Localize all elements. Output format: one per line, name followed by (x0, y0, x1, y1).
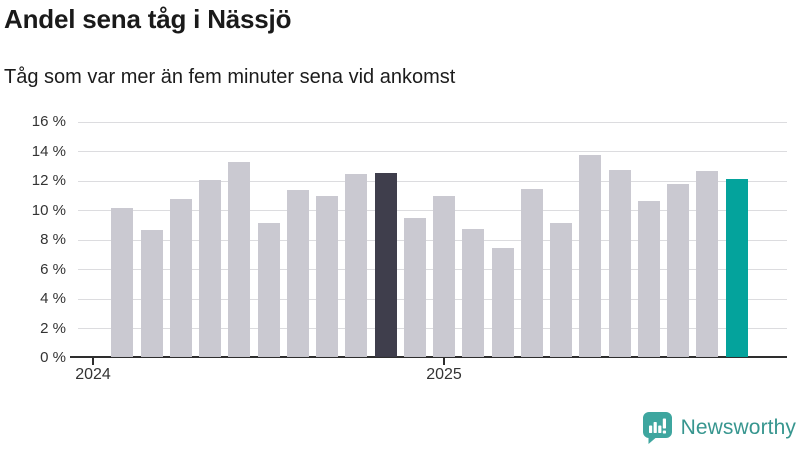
bar-2025-08 (637, 200, 660, 357)
bar-2025-01 (433, 196, 455, 357)
bar-2024-12 (403, 218, 426, 357)
y-axis-tick-label: 4 % (40, 290, 66, 307)
bar-2024-02 (111, 208, 134, 357)
bar-2024-03 (140, 230, 163, 357)
newsworthy-logo-icon (642, 411, 673, 444)
y-axis: 16 % 14 % 12 % 10 % 8 % 6 % 4 % 2 % 0 % (0, 113, 66, 366)
bar-2025-04 (520, 188, 543, 357)
bar-2024-07 (257, 222, 280, 357)
x-axis-tick-label-2024: 2024 (75, 366, 111, 383)
bar-2024-04 (169, 199, 192, 357)
bar-2024-09 (316, 196, 338, 357)
gridline-16pct (78, 121, 787, 123)
bar-2025-09 (667, 184, 689, 357)
gridline-2pct (78, 328, 787, 329)
y-axis-tick-label: 0 % (40, 349, 66, 366)
y-axis-tick-label: 12 % (31, 172, 66, 189)
x-axis-line (70, 355, 787, 358)
plot-area: 2024 2025 (70, 121, 787, 383)
chart-title: Andel sena tåg i Nässjö (4, 4, 292, 34)
bar-2025-06 (579, 154, 602, 357)
bar-2025-11 (725, 178, 748, 357)
chart-subtitle: Tåg som var mer än fem minuter sena vid … (4, 66, 456, 88)
gridline-8pct (78, 239, 787, 241)
bar-2024-06 (228, 162, 251, 357)
bar-2024-05 (199, 180, 221, 357)
gridline-6pct (78, 269, 787, 270)
bar-2024-08 (286, 190, 309, 357)
bar-2024-11 (374, 172, 397, 357)
brand-name: Newsworthy (680, 415, 796, 439)
bar-2024-10 (345, 174, 368, 357)
bar-2025-05 (550, 222, 572, 357)
bar-2025-03 (491, 247, 514, 357)
x-axis-tick-2025 (443, 358, 445, 365)
gridline-10pct (78, 210, 787, 211)
y-axis-tick-label: 8 % (40, 231, 66, 248)
x-axis-tick-label-2025: 2025 (426, 366, 462, 383)
y-axis-tick-label: 2 % (40, 319, 66, 337)
bar-2025-10 (696, 171, 719, 357)
x-axis-tick-2024 (92, 358, 94, 365)
newsworthy-brand-link[interactable]: Newsworthy (642, 411, 796, 444)
y-axis-tick-label: 16 % (31, 113, 66, 130)
gridline-4pct (78, 298, 787, 300)
y-axis-tick-label: 6 % (40, 260, 66, 278)
bar-2025-02 (462, 228, 485, 357)
gridline-12pct (78, 180, 787, 182)
gridline-14pct (78, 151, 787, 152)
y-axis-tick-label: 10 % (31, 201, 66, 219)
y-axis-tick-label: 14 % (31, 142, 66, 160)
bar-2025-07 (608, 169, 631, 357)
